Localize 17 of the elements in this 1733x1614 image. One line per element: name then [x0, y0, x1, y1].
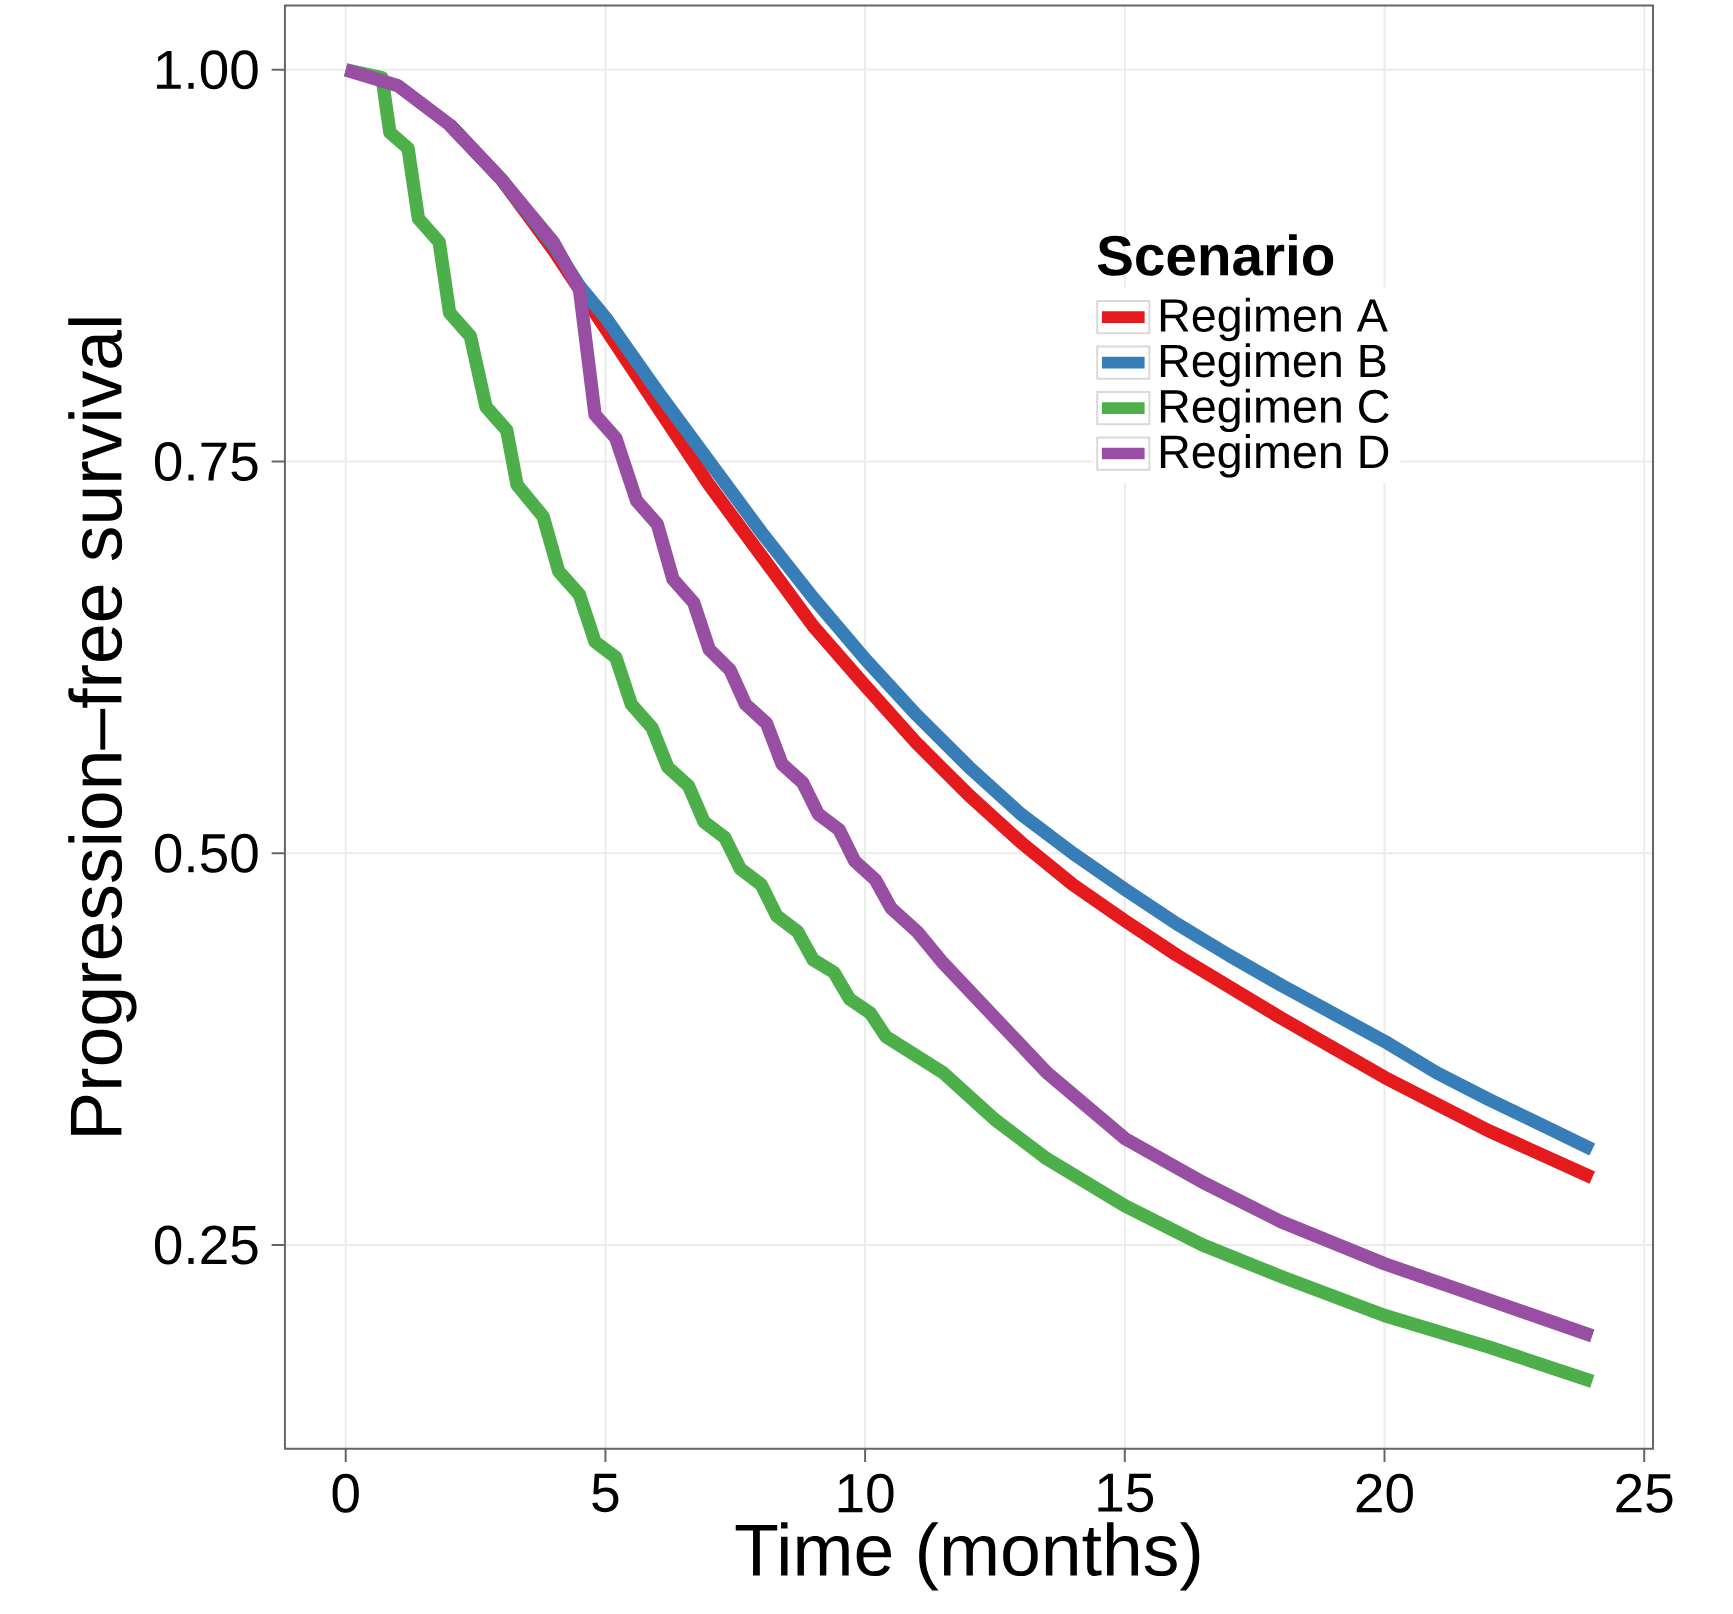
x-tick-label: 20: [1356, 1473, 1413, 1513]
x-tick-label: 10: [838, 1473, 894, 1513]
y-tick-label: 0.25: [154, 1225, 258, 1265]
x-tick-label: 25: [1616, 1473, 1673, 1513]
x-tick-label: 0: [332, 1473, 359, 1513]
x-axis-title: Time (months): [735, 1522, 1200, 1591]
y-tick-label: 0.75: [154, 442, 258, 482]
legend-label: Regimen C: [1160, 388, 1389, 433]
legend-title: Scenario: [1097, 234, 1334, 276]
legend-label: Regimen B: [1160, 343, 1386, 387]
x-tick-label: 15: [1098, 1473, 1154, 1513]
y-tick-label: 0.50: [154, 833, 258, 873]
legend-label: Regimen A: [1160, 297, 1388, 342]
x-tick-label: 5: [592, 1473, 619, 1513]
y-tick-label: 1.00: [157, 50, 258, 90]
legend-label: Regimen D: [1160, 434, 1389, 478]
y-axis-title: Progression–free survival: [68, 318, 137, 1135]
